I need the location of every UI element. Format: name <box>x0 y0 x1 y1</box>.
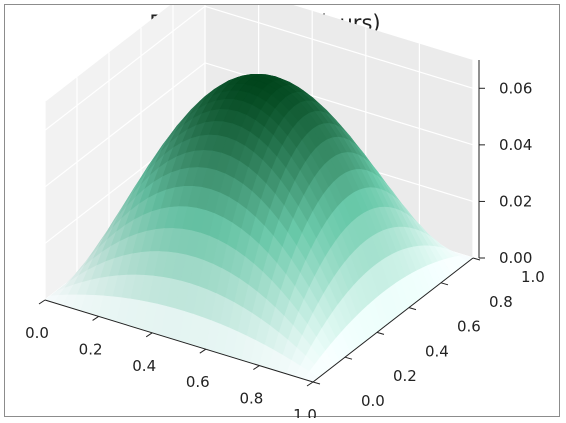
x-tick-label: 1.0 <box>293 406 317 418</box>
x-tick-label: 0.0 <box>25 324 49 342</box>
x-tick-label: 0.8 <box>239 390 263 408</box>
gridline-z <box>44 62 474 188</box>
z-tick-label: 0.06 <box>499 79 532 97</box>
y-tick <box>376 331 385 335</box>
left-wall-pane <box>45 5 205 300</box>
y-tick <box>472 257 481 261</box>
x-tick-label: 0.2 <box>79 340 103 358</box>
axis-lines <box>38 60 485 387</box>
y-tick <box>408 307 417 311</box>
z-tick-label: 0.02 <box>499 192 532 210</box>
y-tick-label: 0.4 <box>425 342 449 360</box>
y-tick-label: 0.0 <box>361 392 385 410</box>
x-tick <box>38 299 46 305</box>
x-tick <box>306 381 314 387</box>
x-tick <box>253 365 260 371</box>
y-tick-label: 0.6 <box>457 318 481 336</box>
gridline-z <box>44 5 474 131</box>
tick-labels: 0.00.20.40.60.81.00.00.20.40.60.81.00.00… <box>25 79 545 418</box>
x-tick <box>92 315 99 321</box>
surface-plot: 0.00.20.40.60.81.00.00.20.40.60.81.00.00… <box>25 5 545 418</box>
z-tick-label: 0.00 <box>499 249 532 267</box>
y-tick <box>312 381 321 385</box>
y-tick-label: 1.0 <box>521 268 545 286</box>
surface <box>44 73 474 383</box>
x-axis-line <box>44 299 314 383</box>
figure-frame: Broyden Type 1 (ours) 0.00.20.40.60.81.0… <box>4 4 560 418</box>
x-tick-label: 0.6 <box>186 373 210 391</box>
y-tick <box>440 282 449 286</box>
y-tick-label: 0.8 <box>489 293 513 311</box>
z-tick-label: 0.04 <box>499 136 532 154</box>
y-axis-line <box>312 257 474 383</box>
x-tick <box>145 332 153 338</box>
x-tick <box>199 348 207 354</box>
y-tick <box>344 356 353 360</box>
x-tick-label: 0.4 <box>132 357 156 375</box>
y-tick-label: 0.2 <box>393 367 417 385</box>
